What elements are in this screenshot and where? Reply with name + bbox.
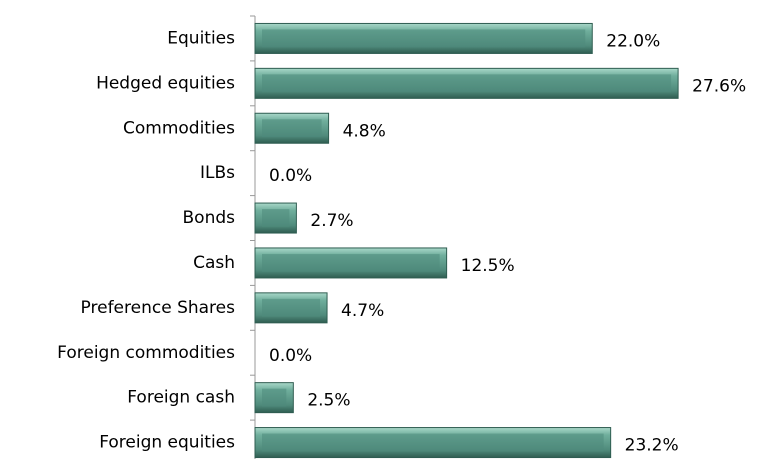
category-label: Preference Shares [81,298,236,318]
value-label: 27.6% [692,76,746,96]
category-label: Foreign commodities [57,343,235,363]
bar-face [262,388,287,407]
value-label: 2.5% [307,391,350,411]
category-label: Equities [167,28,235,48]
bar-face [262,209,290,228]
bar-face [262,74,672,93]
bar-face [262,253,440,272]
bar [254,382,294,414]
bar-face [262,298,321,317]
value-label: 4.7% [341,301,384,321]
value-label: 0.0% [269,346,312,366]
bar-face [262,119,322,138]
value-label: 12.5% [461,256,515,276]
value-label: 23.2% [625,436,679,456]
category-label: Commodities [123,118,235,138]
category-label: ILBs [200,163,235,183]
category-label: Foreign cash [127,388,235,408]
category-label: Cash [193,253,235,273]
value-label: 4.8% [343,121,386,141]
bar-face [262,29,586,48]
value-label: 0.0% [269,166,312,186]
value-label: 2.7% [310,211,353,231]
category-label: Hedged equities [96,73,235,93]
category-label: Foreign equities [99,433,235,453]
value-label: 22.0% [606,31,660,51]
bar-face [262,433,604,452]
category-label: Bonds [183,208,236,228]
